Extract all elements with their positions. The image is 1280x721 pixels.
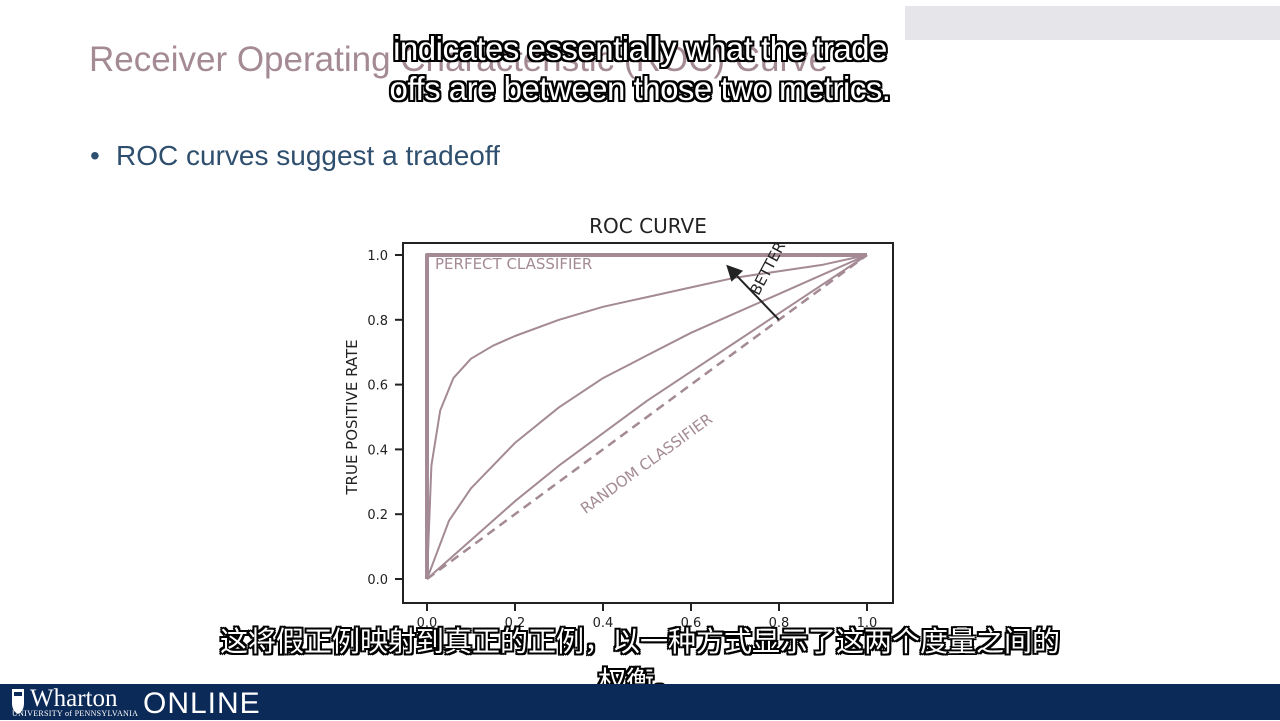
x-axis: 0.0 0.2 0.4 0.6 0.8 1.0 xyxy=(417,603,878,631)
series-line-4 xyxy=(426,253,868,581)
slide-title: Receiver Operating Characteristic (ROC) … xyxy=(89,40,829,79)
better-label: BETTER xyxy=(746,239,789,298)
y-axis-label: TRUE POSITIVE RATE xyxy=(343,339,361,495)
y-tick-label: 0.4 xyxy=(367,443,388,458)
chart-title: ROC CURVE xyxy=(589,214,707,238)
better-annotation: BETTER xyxy=(726,239,789,321)
subtitle-chinese-line1: 这将假正例映射到真正的正例，以一种方式显示了这两个度量之间的 xyxy=(219,626,1060,657)
x-tick-label: 0.0 xyxy=(417,616,438,631)
y-tick-label: 0.2 xyxy=(367,508,388,523)
wharton-logo-name: Wharton xyxy=(30,685,118,712)
y-axis: 0.0 0.2 0.4 0.6 0.8 1.0 xyxy=(367,249,403,588)
subtitle-english-line1: indicates essentially what the trade xyxy=(393,30,887,67)
series-line-2 xyxy=(426,254,868,580)
series-line-1 xyxy=(426,254,868,580)
series-line-3 xyxy=(426,254,868,580)
bullet-item: • ROC curves suggest a tradeoff xyxy=(90,140,500,172)
legend-random-classifier: RANDOM CLASSIFIER xyxy=(577,410,716,518)
wharton-logo-online: ONLINE xyxy=(143,687,261,720)
x-tick-label: 0.6 xyxy=(681,616,702,631)
x-tick-label: 0.4 xyxy=(593,616,614,631)
bullet-text: ROC curves suggest a tradeoff xyxy=(116,140,500,171)
better-arrowhead-icon xyxy=(726,264,744,282)
x-tick-label: 0.2 xyxy=(505,616,526,631)
top-right-panel xyxy=(905,6,1280,40)
roc-chart: ROC CURVE 0.0 0.2 0.4 0.6 0.8 1.0 0.00.20.40.… xyxy=(343,214,894,631)
x-tick-label: 1.0 xyxy=(857,616,878,631)
better-arrow xyxy=(736,275,780,321)
legend-perfect-classifier: PERFECT CLASSIFIER xyxy=(435,255,592,273)
series-line-0 xyxy=(425,253,867,579)
x-tick-label: 0.8 xyxy=(769,616,790,631)
wharton-logo-university: UNIVERSITY of PENNSYLVANIA xyxy=(12,709,139,718)
y-tick-label: 0.8 xyxy=(367,314,388,329)
bullet-dot-icon: • xyxy=(90,140,100,171)
y-tick-label: 0.0 xyxy=(367,573,388,588)
y-tick-label: 0.6 xyxy=(367,379,388,394)
series-layer xyxy=(425,253,868,581)
plot-frame xyxy=(402,242,894,604)
y-tick-label: 1.0 xyxy=(367,249,388,264)
subtitle-english-line2: offs are between those two metrics. xyxy=(389,70,891,107)
footer-bar: Wharton UNIVERSITY of PENNSYLVANIA ONLIN… xyxy=(0,684,1280,720)
penn-shield-icon xyxy=(12,689,24,714)
